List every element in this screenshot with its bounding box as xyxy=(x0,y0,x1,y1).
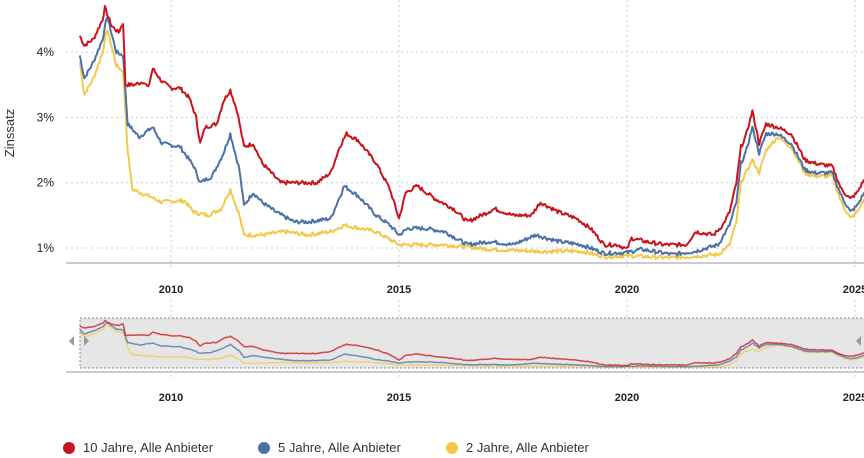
legend-item[interactable]: 2 Jahre, Alle Anbieter xyxy=(446,440,589,455)
navigator-left-handle-inner-icon[interactable] xyxy=(84,336,89,346)
legend-marker-icon xyxy=(446,441,458,454)
y-tick-label: 2% xyxy=(37,176,55,190)
navigator-series-line-0 xyxy=(79,319,864,367)
x-tick-label: 2015 xyxy=(387,284,411,296)
series-line-0 xyxy=(78,5,864,250)
nav-x-tick-label: 2010 xyxy=(159,392,183,404)
nav-x-tick-label: 2025 xyxy=(843,392,864,404)
navigator-left-handle-icon[interactable] xyxy=(69,336,74,346)
y-tick-label: 4% xyxy=(37,45,55,59)
y-axis-label: Zinssatz xyxy=(2,109,17,157)
navigator-right-handle-icon[interactable] xyxy=(856,336,861,346)
legend-marker-icon xyxy=(63,441,75,454)
navigator[interactable] xyxy=(66,317,864,373)
y-tick-label: 1% xyxy=(37,241,55,255)
x-tick-label: 2010 xyxy=(159,284,183,296)
nav-x-tick-label: 2020 xyxy=(615,392,639,404)
legend: 10 Jahre, Alle Anbieter 5 Jahre, Alle Anb… xyxy=(0,440,864,458)
legend-label: 10 Jahre, Alle Anbieter xyxy=(83,440,214,455)
nav-x-tick-label: 2015 xyxy=(387,392,411,404)
legend-marker-icon xyxy=(258,441,270,454)
series-line-2 xyxy=(78,29,864,261)
legend-item[interactable]: 10 Jahre, Alle Anbieter xyxy=(63,440,213,455)
series-line-1 xyxy=(78,16,864,257)
navigator-series-line-1 xyxy=(79,321,864,368)
x-tick-label: 2025 xyxy=(843,284,864,296)
y-tick-label: 3% xyxy=(37,110,55,124)
legend-label: 5 Jahre, Alle Anbieter xyxy=(278,440,401,455)
legend-item[interactable]: 5 Jahre, Alle Anbieter xyxy=(258,440,401,455)
x-tick-label: 2020 xyxy=(615,284,639,296)
line-chart: Zinssatz 1% 2% 3% 4% 2010 2010 2015 2015 2020 20… xyxy=(2,0,864,404)
legend-label: 2 Jahre, Alle Anbieter xyxy=(466,440,589,455)
